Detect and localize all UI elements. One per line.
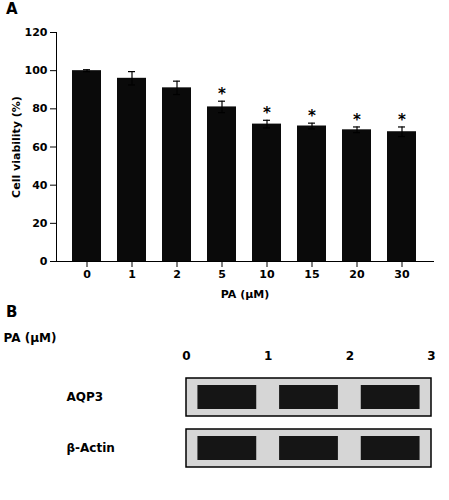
svg-text:100: 100 [25, 64, 48, 77]
svg-text:20: 20 [32, 217, 48, 230]
svg-text:AQP3: AQP3 [67, 390, 104, 404]
svg-text:*: * [353, 111, 361, 129]
html-text:A: A [6, 0, 18, 18]
svg-text:5: 5 [218, 268, 226, 281]
svg-text:1: 1 [264, 349, 272, 363]
svg-text:15: 15 [304, 268, 319, 281]
svg-text:0: 0 [83, 268, 91, 281]
svg-text:PA (μM): PA (μM) [221, 288, 270, 301]
svg-text:*: * [308, 107, 316, 125]
svg-text:3: 3 [427, 349, 435, 363]
html-text:B: B [6, 303, 18, 321]
svg-text:120: 120 [25, 26, 48, 39]
svg-text:80: 80 [32, 102, 48, 115]
svg-text:PA (μM): PA (μM) [4, 331, 57, 345]
svg-text:20: 20 [349, 268, 365, 281]
svg-text:40: 40 [32, 179, 48, 192]
svg-text:Cell viability (%): Cell viability (%) [10, 96, 23, 198]
svg-text:0: 0 [40, 255, 48, 268]
svg-text:60: 60 [32, 141, 48, 154]
svg-text:2: 2 [173, 268, 181, 281]
svg-text:1: 1 [128, 268, 136, 281]
svg-text:0: 0 [182, 349, 190, 363]
svg-text:2: 2 [346, 349, 354, 363]
svg-text:30: 30 [394, 268, 410, 281]
svg-text:*: * [263, 104, 271, 122]
svg-text:10: 10 [259, 268, 275, 281]
svg-text:*: * [398, 111, 406, 129]
svg-text:β-Actin: β-Actin [67, 441, 115, 455]
svg-text:*: * [218, 85, 226, 103]
